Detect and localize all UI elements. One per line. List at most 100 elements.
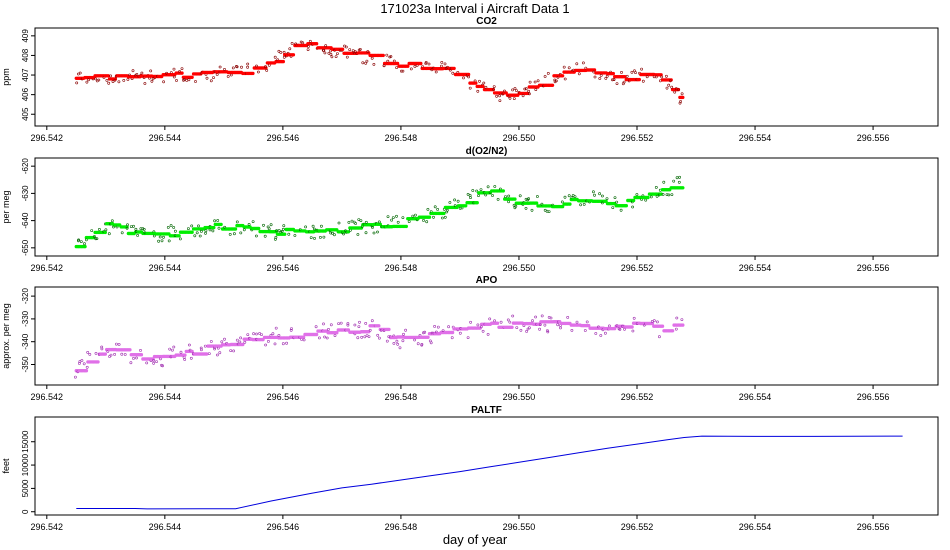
data-point [680,318,684,322]
data-point [354,222,358,225]
data-point [538,327,542,331]
plot-frame [34,286,939,386]
data-point [364,220,368,224]
data-point-mean [560,74,565,78]
data-point [254,234,258,238]
data-point [106,349,110,353]
data-point-mean [177,234,181,238]
data-point [462,76,465,80]
data-point [605,74,609,78]
data-point [448,201,452,204]
data-point [395,339,399,343]
data-point [229,73,233,77]
data-point [491,194,494,197]
data-point [267,227,271,231]
data-point [661,193,665,196]
x-tick-label: 296.554 [739,522,772,532]
data-point [528,80,532,84]
data-point [493,319,497,323]
data-point [608,324,611,328]
data-point-mean [283,232,287,236]
data-point [515,89,518,93]
data-point-mean [650,321,655,326]
data-point [269,223,273,227]
data-point [618,327,622,331]
data-point [540,202,544,206]
data-point [424,61,428,64]
data-point [178,237,182,241]
data-point-mean [660,324,665,328]
data-point-mean [637,77,641,82]
panel-2: APO approx. per meg 296.542 296.544 296.546 2… [1,275,939,402]
data-point [207,352,211,356]
data-point-mean [190,230,194,234]
data-point [546,329,549,333]
data-point [199,346,203,350]
y-tick-label: 0 [21,509,30,514]
data-point [246,333,250,337]
x-tick-label: 296.546 [267,133,300,143]
data-point [312,227,316,231]
data-point [149,69,153,73]
data-point [440,216,444,220]
x-tick-label: 296.550 [503,522,536,532]
data-point-mean [611,71,615,76]
data-point-mean [534,201,539,205]
series-line [76,435,903,510]
data-point [275,229,279,233]
data-point [426,207,430,211]
data-point [213,347,217,351]
data-point [112,225,115,229]
x-tick-label: 296.542 [31,392,64,402]
data-point [503,89,506,93]
data-point [281,227,285,231]
y-tick-label: -620 [21,158,30,175]
data-point [246,65,250,69]
data-point [126,78,130,81]
data-point [277,333,281,337]
data-point [240,65,243,69]
data-point [323,51,327,55]
data-point [190,224,194,228]
data-point [308,39,312,43]
panel-title: APO [476,275,498,286]
data-point-mean [681,323,685,327]
data-point-mean [560,204,565,209]
data-point [486,332,490,336]
data-point [680,92,684,96]
data-point-mean [450,330,455,335]
data-point [223,225,227,229]
data-point [518,194,522,198]
data-point-mean [419,61,423,66]
data-point [317,336,321,340]
data-point [282,224,286,228]
data-point [376,333,380,337]
x-tick-label: 296.544 [149,392,182,402]
data-point-mean [681,95,685,100]
data-point-mean [190,349,194,354]
data-point [665,86,669,90]
data-point [77,238,81,242]
data-point-mean [427,215,432,219]
panel-title: CO2 [476,16,497,27]
data-point [274,235,278,239]
data-point [329,49,333,53]
data-point [427,62,431,66]
data-point [481,329,485,333]
data-point [649,195,653,199]
data-point-mean [381,53,385,58]
data-point [433,324,437,328]
data-point [197,224,200,228]
data-point [152,358,156,362]
data-point [547,210,551,214]
data-point [511,88,514,92]
data-point [395,66,399,70]
data-point [107,232,111,236]
data-point [398,346,402,350]
data-point [255,64,258,68]
data-point [528,92,531,96]
data-point [246,62,250,66]
data-point-mean [241,342,245,347]
data-point [161,364,165,368]
data-point [180,67,184,71]
